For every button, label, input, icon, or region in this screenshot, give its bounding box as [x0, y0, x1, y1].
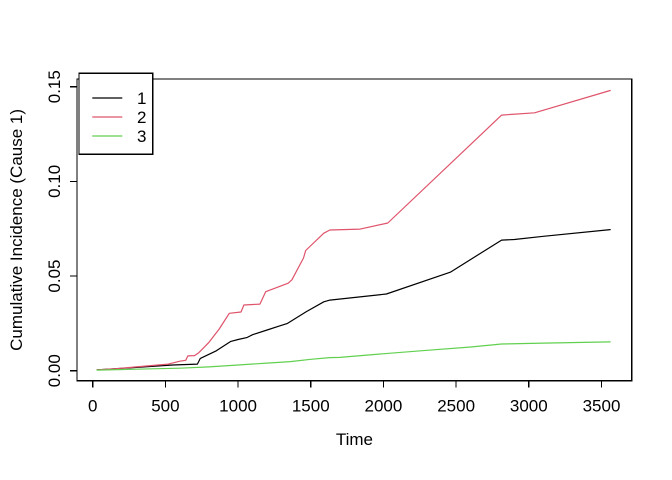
- x-tick-label: 1000: [219, 397, 257, 416]
- series-lines: [96, 89, 611, 371]
- x-tick-label: 3500: [583, 397, 621, 416]
- series-line-2: [96, 89, 611, 371]
- y-axis-title: Cumulative Incidence (Cause 1): [7, 109, 26, 351]
- series-line-1: [96, 229, 611, 371]
- legend-label-2: 2: [137, 108, 146, 127]
- x-tick-label: 2000: [365, 397, 403, 416]
- x-axis-title: Time: [336, 430, 373, 449]
- x-tick-label: 0: [88, 397, 97, 416]
- y-tick-label: 0.05: [45, 259, 64, 292]
- x-tick-label: 1500: [292, 397, 330, 416]
- x-tick-label: 2500: [437, 397, 475, 416]
- x-tick-label: 3000: [510, 397, 548, 416]
- legend-label-1: 1: [137, 89, 146, 108]
- plot-border: [76, 78, 633, 382]
- series-line-3: [96, 341, 611, 371]
- y-tick-label: 0.15: [45, 70, 64, 103]
- x-axis-ticks: 0 500 1000 1500 2000 2500 3000 3500: [88, 380, 621, 416]
- legend-box: [78, 72, 154, 155]
- legend: 1 2 3: [78, 72, 154, 155]
- y-tick-label: 0.10: [45, 165, 64, 198]
- y-tick-label: 0.00: [45, 354, 64, 387]
- legend-label-3: 3: [137, 127, 146, 146]
- x-tick-label: 500: [151, 397, 179, 416]
- y-axis-ticks: 0.00 0.05 0.10 0.15: [45, 70, 77, 387]
